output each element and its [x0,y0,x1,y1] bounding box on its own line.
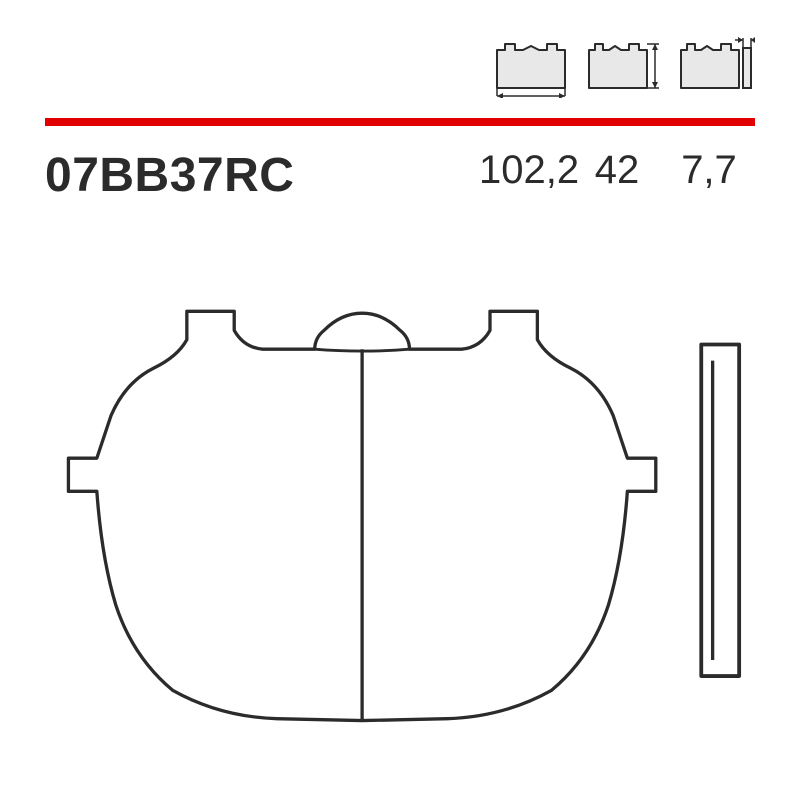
dimension-icons [491,30,755,98]
width-dimension-icon [491,30,571,98]
thickness-dimension-icon [675,30,755,98]
thickness-value: 7,7 [663,148,755,193]
divider-line [45,118,755,126]
height-dimension-icon [583,30,663,98]
height-value: 42 [571,148,663,193]
brake-pad-side-view [701,344,739,676]
width-value: 102,2 [479,148,571,193]
dimension-values: 102,2 42 7,7 [479,148,755,193]
part-number: 07BB37RC [45,148,294,203]
main-diagram [40,280,760,740]
brake-pad-front-view [68,311,655,720]
